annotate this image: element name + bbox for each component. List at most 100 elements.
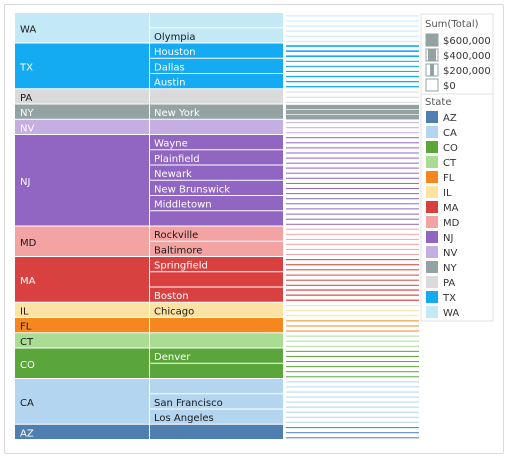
size-swatch-fill: [428, 49, 436, 61]
city-cell[interactable]: [150, 348, 283, 363]
bar-strip: [286, 315, 419, 317]
state-cell-tx[interactable]: [15, 43, 149, 89]
color-swatch-il[interactable]: [426, 186, 438, 198]
city-cell[interactable]: [150, 196, 283, 211]
bar-strip: [286, 432, 419, 434]
state-cell-wa[interactable]: [15, 13, 149, 43]
bar-strip: [286, 243, 419, 245]
city-cell[interactable]: [150, 226, 283, 241]
city-cell[interactable]: [150, 424, 283, 439]
color-legend-label: CT: [443, 158, 457, 169]
bar-strip: [286, 15, 419, 17]
city-cell[interactable]: [150, 104, 283, 119]
city-cell[interactable]: [150, 333, 283, 348]
city-cell[interactable]: [150, 272, 283, 287]
bar-strip: [286, 172, 419, 174]
city-cell[interactable]: [150, 74, 283, 89]
size-legend-label: $400,000: [443, 51, 491, 62]
color-swatch-pa[interactable]: [426, 276, 438, 288]
state-cell-ma[interactable]: [15, 257, 149, 302]
bar-strip: [286, 218, 419, 220]
state-cell-md[interactable]: [15, 226, 149, 257]
city-cell[interactable]: [150, 135, 283, 150]
color-swatch-nv[interactable]: [426, 246, 438, 258]
bar-strip: [286, 167, 419, 169]
city-cell[interactable]: [150, 318, 283, 333]
city-label: Austin: [154, 78, 185, 89]
color-swatch-tx[interactable]: [426, 291, 438, 303]
city-cell[interactable]: [150, 43, 283, 58]
bar-strip: [286, 330, 419, 332]
color-legend-label: AZ: [443, 113, 457, 124]
city-cell[interactable]: [150, 58, 283, 73]
state-label: MA: [20, 276, 36, 287]
color-swatch-ct[interactable]: [426, 156, 438, 168]
color-swatch-co[interactable]: [426, 141, 438, 153]
state-label: PA: [20, 93, 32, 104]
city-cell[interactable]: [150, 28, 283, 43]
city-cell[interactable]: [150, 394, 283, 409]
color-legend-title: State: [425, 97, 451, 108]
state-cell-il[interactable]: [15, 302, 149, 317]
state-cell-co[interactable]: [15, 348, 149, 379]
color-swatch-nj[interactable]: [426, 231, 438, 243]
color-swatch-wa[interactable]: [426, 306, 438, 318]
color-swatch-md[interactable]: [426, 216, 438, 228]
state-label: NY: [20, 108, 34, 119]
color-legend-label: NJ: [443, 233, 453, 244]
bar-strip: [286, 86, 419, 88]
city-cell[interactable]: [150, 241, 283, 256]
city-cell[interactable]: [150, 302, 283, 317]
bar-strip: [286, 340, 419, 342]
city-cell[interactable]: [150, 287, 283, 302]
city-cell[interactable]: [150, 150, 283, 165]
bar-strip: [286, 122, 419, 124]
bar-strip: [286, 25, 419, 27]
city-cell[interactable]: [150, 257, 283, 272]
color-legend-label: NV: [443, 248, 457, 259]
city-label: Middletown: [154, 200, 212, 211]
city-label: Dallas: [154, 62, 185, 73]
city-cell[interactable]: [150, 165, 283, 180]
city-cell[interactable]: [150, 409, 283, 424]
bar-strip: [286, 361, 419, 363]
color-swatch-ma[interactable]: [426, 201, 438, 213]
state-cell-fl[interactable]: [15, 318, 149, 333]
state-cell-pa[interactable]: [15, 89, 149, 104]
bar-strip: [286, 45, 419, 47]
city-cell[interactable]: [150, 379, 283, 394]
bar-strip: [286, 421, 419, 423]
bar-strip: [286, 198, 419, 200]
bar-strip: [286, 193, 419, 195]
bar-strip: [286, 30, 419, 32]
state-cell-nj[interactable]: [15, 135, 149, 226]
city-cell[interactable]: [150, 180, 283, 195]
city-cell[interactable]: [150, 89, 283, 104]
bar-strip: [286, 127, 419, 129]
color-swatch-az[interactable]: [426, 111, 438, 123]
state-cell-nv[interactable]: [15, 119, 149, 134]
bar-strip: [286, 60, 419, 62]
bar-strip: [286, 305, 419, 307]
state-cell-az[interactable]: [15, 424, 149, 439]
state-cell-ca[interactable]: [15, 379, 149, 424]
color-swatch-ny[interactable]: [426, 261, 438, 273]
color-legend-label: CA: [443, 128, 457, 139]
city-cell[interactable]: [150, 13, 283, 28]
color-swatch-fl[interactable]: [426, 171, 438, 183]
city-label: New Brunswick: [154, 184, 230, 195]
bar-strip: [286, 269, 419, 271]
bar-strip: [286, 238, 419, 240]
state-cell-ny[interactable]: [15, 104, 149, 119]
bar-strip: [286, 55, 419, 58]
city-cell[interactable]: [150, 363, 283, 378]
bar-strip: [286, 264, 419, 266]
city-cell[interactable]: [150, 211, 283, 226]
state-cell-ct[interactable]: [15, 333, 149, 348]
bar-strip: [286, 391, 419, 393]
city-label: Baltimore: [154, 245, 202, 256]
city-cell[interactable]: [150, 119, 283, 134]
bar-strip: [286, 233, 419, 235]
color-swatch-ca[interactable]: [426, 126, 438, 138]
bar-strip: [286, 279, 419, 281]
